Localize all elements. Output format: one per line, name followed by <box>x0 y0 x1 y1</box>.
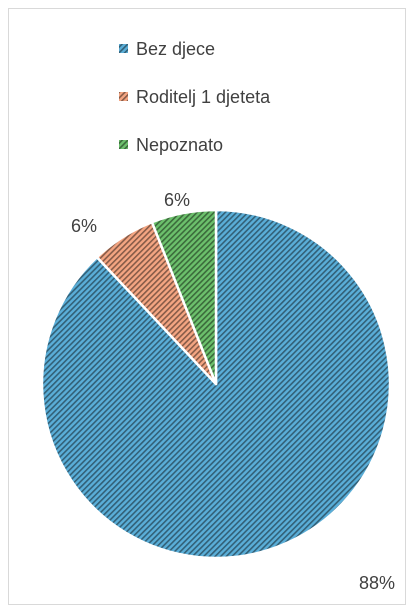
pie-slices <box>40 208 392 560</box>
legend-swatch-3 <box>119 140 128 149</box>
data-labels: 88% 6% 6% <box>71 190 395 593</box>
data-label-1: 88% <box>359 573 395 593</box>
legend-label-3: Nepoznato <box>136 135 223 155</box>
data-label-2: 6% <box>71 216 97 236</box>
legend-label-1: Bez djece <box>136 39 215 59</box>
pie-slice-3 <box>150 208 218 386</box>
chart-area: Bez djece Roditelj 1 djeteta Nepoznato 88%… <box>8 8 406 605</box>
pie-chart: Bez djece Roditelj 1 djeteta Nepoznato 88%… <box>40 39 395 593</box>
legend-swatch-2 <box>119 92 128 101</box>
legend-swatch-1 <box>119 44 128 53</box>
legend: Bez djece Roditelj 1 djeteta Nepoznato <box>119 39 271 155</box>
data-label-3: 6% <box>164 190 190 210</box>
legend-label-2: Roditelj 1 djeteta <box>136 87 271 107</box>
